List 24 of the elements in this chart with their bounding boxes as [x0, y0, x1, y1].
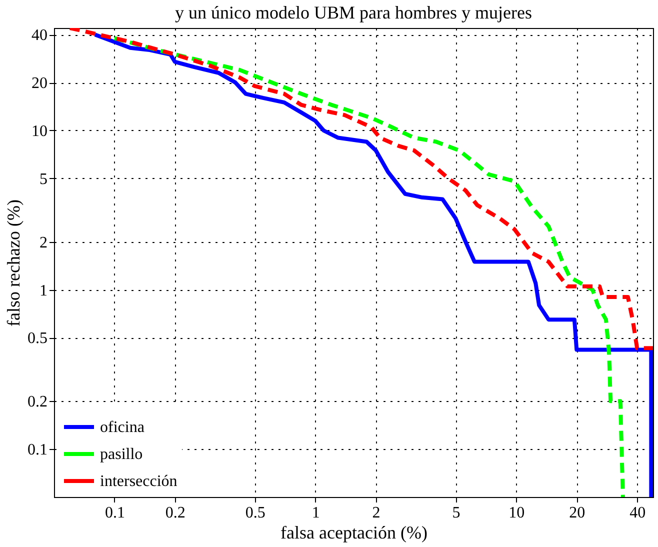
legend-label: oficina [100, 419, 144, 436]
chart-title: y un único modelo UBM para hombres y mujeres [175, 2, 532, 23]
y-tick-label: 20 [32, 75, 48, 92]
y-tick-label: 0.1 [28, 442, 48, 459]
y-tick-label: 5 [40, 170, 48, 188]
x-tick-label: 0.2 [165, 504, 186, 522]
x-tick-label: 10 [508, 504, 525, 522]
x-tick-label: 0.1 [104, 504, 125, 522]
y-tick-label: 10 [32, 122, 48, 140]
y-tick-label: 0.5 [28, 330, 48, 348]
x-tick-label: 5 [452, 504, 460, 522]
legend-label: intersección [100, 473, 178, 490]
y-axis-title: falso rechazo (%) [4, 200, 24, 326]
y-tick-label: 0.2 [28, 394, 48, 411]
x-axis-title: falsa aceptación (%) [280, 522, 428, 542]
y-tick-label: 1 [40, 282, 48, 300]
y-tick-label: 2 [40, 234, 48, 252]
x-tick-label: 40 [630, 504, 646, 522]
x-tick-label: 1 [312, 504, 320, 522]
y-tick-label: 40 [32, 27, 48, 44]
x-tick-label: 0.5 [245, 504, 266, 522]
x-tick-label: 20 [569, 504, 586, 522]
legend-label: pasillo [100, 446, 143, 463]
x-tick-label: 2 [372, 504, 380, 522]
